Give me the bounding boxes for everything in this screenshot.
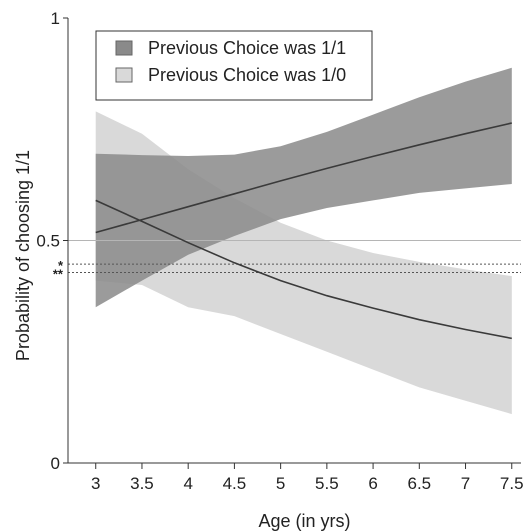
x-tick-label: 5.5 [315,474,339,493]
significance-label-1: * [58,258,64,273]
x-tick-label: 5 [276,474,285,493]
y-tick-label: 1 [51,9,60,28]
x-axis-title: Age (in yrs) [258,511,350,531]
x-tick-label: 6.5 [407,474,431,493]
axes: 0 0.5 1 3 3.5 4 4.5 5 5.5 6 6.5 7 7.5 Age (in yrs) Pro… [13,9,523,531]
legend-swatch-2 [115,67,133,83]
x-tick-label: 7.5 [500,474,523,493]
y-tick-label: 0 [51,454,60,473]
legend-box [95,30,373,101]
series-line-1 [95,122,512,234]
reference-lines: *** [53,240,521,282]
fit-lines [95,122,512,340]
y-axis-title: Probability of choosing 1/1 [13,150,33,361]
y-tick-label: 0.5 [36,232,60,251]
legend-swatch-1 [115,40,133,56]
x-tick-label: 4.5 [223,474,247,493]
x-tick-label: 3 [91,474,100,493]
x-tick-label: 6 [368,474,377,493]
legend-label-1: Previous Choice was 1/1 [148,38,346,58]
x-tick-label: 3.5 [130,474,154,493]
series-line-2 [95,199,512,340]
legend-label-2: Previous Choice was 1/0 [148,65,346,85]
legend: Previous Choice was 1/1 Previous Choice w… [95,30,373,101]
significance-label-2: ** [53,267,64,282]
x-tick-label: 7 [461,474,470,493]
x-tick-label: 4 [183,474,192,493]
